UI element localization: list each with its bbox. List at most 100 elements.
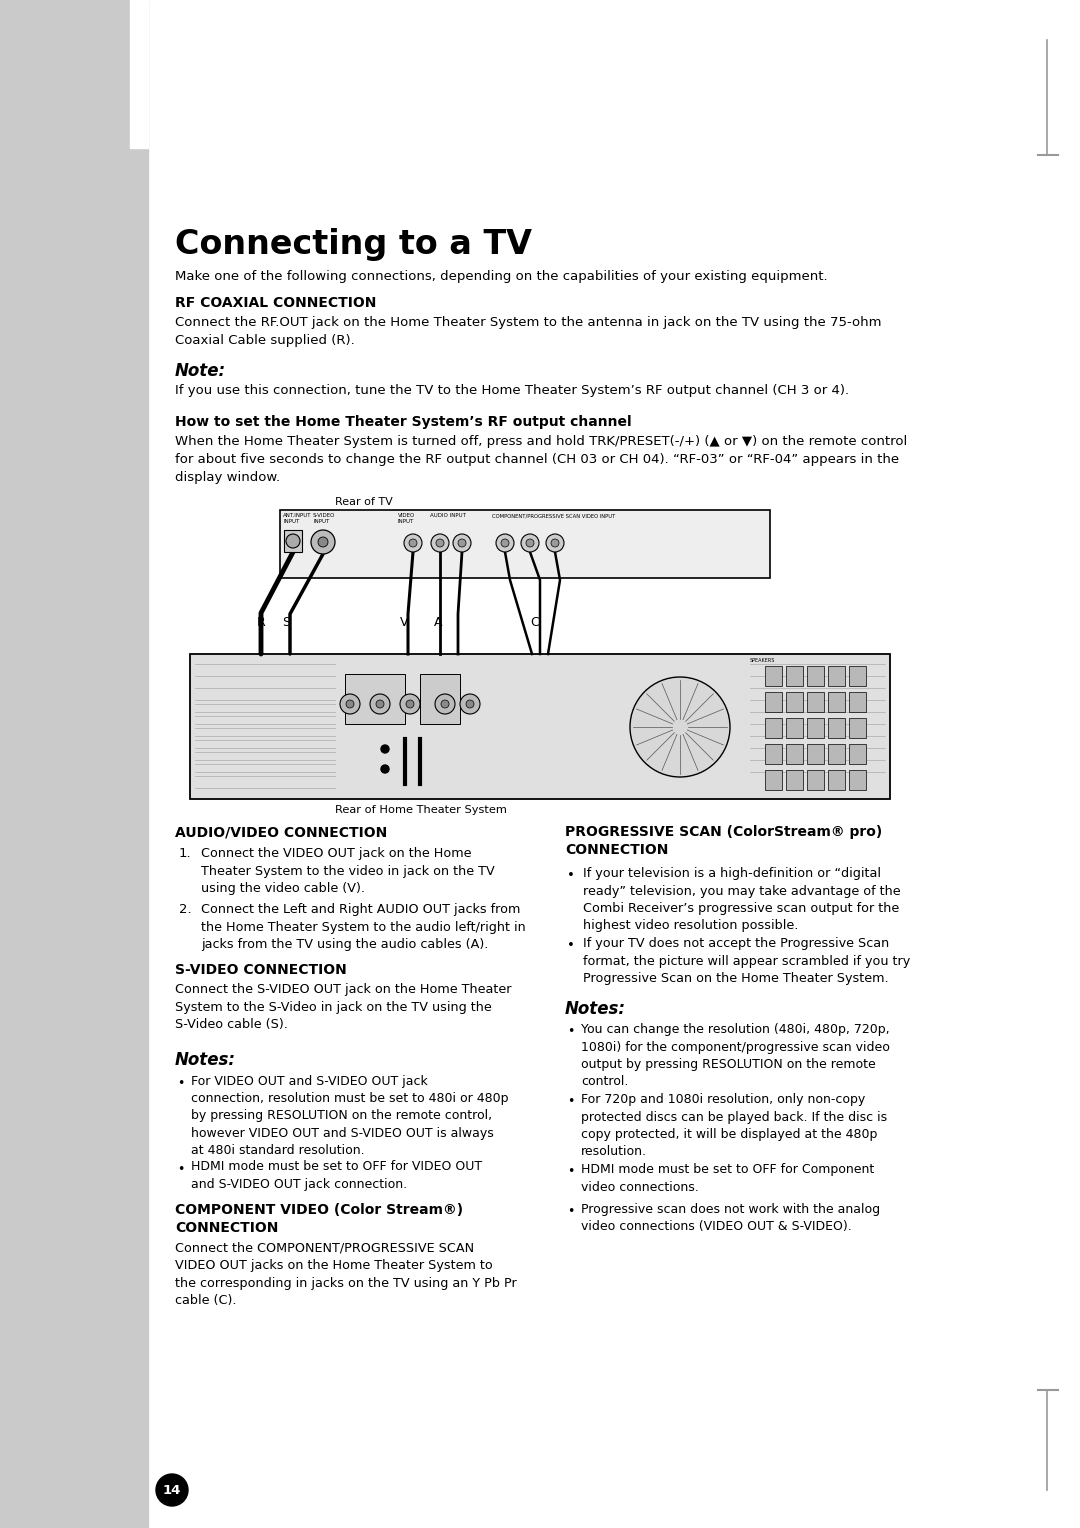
Bar [807, 718, 824, 738]
Text: How to set the Home Theater System’s RF output channel: How to set the Home Theater System’s RF … [175, 416, 632, 429]
Text: If your television is a high-definition or “digital
ready” television, you may t: If your television is a high-definition … [583, 866, 901, 932]
Text: 1.: 1. [179, 847, 191, 860]
Bar [828, 744, 845, 764]
Text: If you use this connection, tune the TV to the Home Theater System’s RF output c: If you use this connection, tune the TV … [175, 384, 849, 397]
Text: Make one of the following connections, depending on the capabilities of your exi: Make one of the following connections, d… [175, 270, 827, 283]
Bar [807, 666, 824, 686]
Text: HDMI mode must be set to OFF for VIDEO OUT
and S-VIDEO OUT jack connection.: HDMI mode must be set to OFF for VIDEO O… [191, 1160, 482, 1190]
Text: When the Home Theater System is turned off, press and hold TRK/PRESET(-/+) (▲ or: When the Home Theater System is turned o… [175, 435, 907, 484]
Circle shape [630, 677, 730, 778]
Text: CONNECTION: CONNECTION [175, 1221, 279, 1236]
Circle shape [370, 694, 390, 714]
Bar [765, 666, 782, 686]
Text: •: • [567, 940, 575, 952]
Text: CONNECTION: CONNECTION [565, 843, 669, 857]
Text: Rear of TV: Rear of TV [335, 497, 393, 507]
Bar [828, 666, 845, 686]
Text: S: S [282, 616, 291, 630]
Text: If your TV does not accept the Progressive Scan
format, the picture will appear : If your TV does not accept the Progressi… [583, 937, 910, 986]
Circle shape [501, 539, 509, 547]
Circle shape [400, 694, 420, 714]
Bar [786, 770, 804, 790]
Circle shape [551, 539, 559, 547]
Bar [765, 718, 782, 738]
Circle shape [346, 700, 354, 707]
Text: •: • [567, 1096, 575, 1108]
Text: AUDIO/VIDEO CONNECTION: AUDIO/VIDEO CONNECTION [175, 825, 388, 839]
Text: Connect the COMPONENT/PROGRESSIVE SCAN
VIDEO OUT jacks on the Home Theater Syste: Connect the COMPONENT/PROGRESSIVE SCAN V… [175, 1241, 516, 1306]
Circle shape [381, 766, 389, 773]
Bar [0, 0, 148, 1528]
Circle shape [318, 536, 328, 547]
Bar [284, 530, 302, 552]
Text: SPEAKERS: SPEAKERS [750, 659, 775, 663]
Text: V: V [400, 616, 408, 630]
Circle shape [406, 700, 414, 707]
Text: •: • [567, 869, 575, 882]
Circle shape [381, 746, 389, 753]
Bar [828, 692, 845, 712]
Bar [786, 718, 804, 738]
Bar [807, 770, 824, 790]
Bar [828, 718, 845, 738]
Text: •: • [567, 1166, 575, 1178]
Circle shape [441, 700, 449, 707]
Text: RF COAXIAL CONNECTION: RF COAXIAL CONNECTION [175, 296, 376, 310]
Bar [786, 692, 804, 712]
Text: PROGRESSIVE SCAN (ColorStream® pro): PROGRESSIVE SCAN (ColorStream® pro) [565, 825, 882, 839]
Circle shape [521, 533, 539, 552]
Circle shape [435, 694, 455, 714]
Bar [786, 744, 804, 764]
Circle shape [526, 539, 534, 547]
Bar [849, 692, 866, 712]
Text: Progressive scan does not work with the analog
video connections (VIDEO OUT & S-: Progressive scan does not work with the … [581, 1203, 880, 1233]
Text: Connect the VIDEO OUT jack on the Home
Theater System to the video in jack on th: Connect the VIDEO OUT jack on the Home T… [201, 847, 495, 895]
Text: 14: 14 [163, 1484, 181, 1496]
Text: C: C [530, 616, 539, 630]
Text: Rear of Home Theater System: Rear of Home Theater System [335, 805, 507, 814]
Bar [849, 744, 866, 764]
Bar [786, 666, 804, 686]
Circle shape [286, 533, 300, 549]
Text: A: A [434, 616, 443, 630]
Text: Note:: Note: [175, 362, 226, 380]
Bar [765, 744, 782, 764]
Bar [190, 654, 890, 799]
Text: R: R [257, 616, 266, 630]
Bar [828, 770, 845, 790]
Circle shape [156, 1475, 188, 1507]
Bar [807, 692, 824, 712]
Bar [280, 510, 770, 578]
Text: Connect the RF.OUT jack on the Home Theater System to the antenna in jack on the: Connect the RF.OUT jack on the Home Thea… [175, 316, 881, 347]
Circle shape [404, 533, 422, 552]
Text: COMPONENT/PROGRESSIVE SCAN VIDEO INPUT: COMPONENT/PROGRESSIVE SCAN VIDEO INPUT [492, 513, 616, 518]
Text: Connect the Left and Right AUDIO OUT jacks from
the Home Theater System to the a: Connect the Left and Right AUDIO OUT jac… [201, 903, 526, 950]
Bar [130, 0, 148, 148]
Bar [807, 744, 824, 764]
Circle shape [376, 700, 384, 707]
Text: AUDIO INPUT: AUDIO INPUT [430, 513, 465, 518]
Circle shape [496, 533, 514, 552]
Text: For VIDEO OUT and S-VIDEO OUT jack
connection, resolution must be set to 480i or: For VIDEO OUT and S-VIDEO OUT jack conne… [191, 1076, 509, 1157]
Text: HDMI mode must be set to OFF for Component
video connections.: HDMI mode must be set to OFF for Compone… [581, 1163, 874, 1193]
Circle shape [460, 694, 480, 714]
Text: 2.: 2. [179, 903, 191, 915]
Bar [765, 770, 782, 790]
Circle shape [431, 533, 449, 552]
Bar [765, 692, 782, 712]
Text: ANT.INPUT
INPUT: ANT.INPUT INPUT [283, 513, 311, 524]
Bar [420, 674, 460, 724]
Text: •: • [177, 1163, 185, 1175]
Circle shape [458, 539, 465, 547]
Text: For 720p and 1080i resolution, only non-copy
protected discs can be played back.: For 720p and 1080i resolution, only non-… [581, 1094, 887, 1158]
Text: •: • [567, 1025, 575, 1039]
Text: S-VIDEO CONNECTION: S-VIDEO CONNECTION [175, 963, 347, 976]
Text: •: • [177, 1077, 185, 1089]
Bar [849, 666, 866, 686]
Text: Notes:: Notes: [565, 999, 626, 1018]
Text: Notes:: Notes: [175, 1051, 237, 1070]
Text: Connecting to a TV: Connecting to a TV [175, 228, 532, 261]
Circle shape [436, 539, 444, 547]
Bar [849, 718, 866, 738]
Text: COMPONENT VIDEO (Color Stream®): COMPONENT VIDEO (Color Stream®) [175, 1204, 463, 1218]
